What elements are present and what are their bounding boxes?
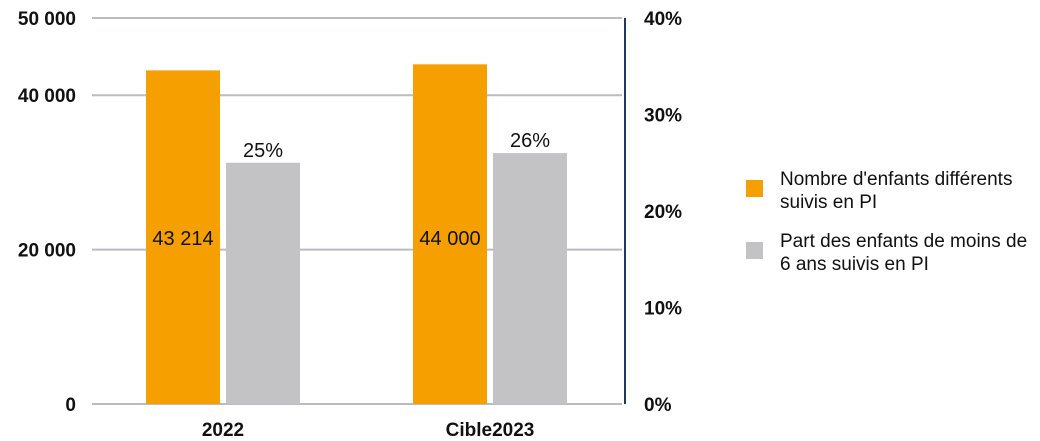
right-tick-label: 0% — [644, 395, 672, 416]
category-labels: 2022 Cible2023 — [202, 420, 535, 441]
left-tick-label: 20 000 — [18, 241, 76, 262]
legend-label-share: Part des enfants de moins de 6 ans suivi… — [780, 231, 1028, 275]
right-tick-label: 10% — [644, 299, 682, 320]
legend-swatch-orange — [746, 180, 763, 197]
bar-count-2022 — [146, 70, 220, 405]
bar-share-Cible2023 — [493, 153, 567, 404]
left-tick-label: 0 — [65, 395, 76, 416]
bar-share-2022 — [226, 162, 300, 404]
right-tick-label: 40% — [644, 9, 682, 30]
left-axis-ticks: 0 20 000 40 000 50 000 — [18, 9, 76, 416]
legend: Nombre d'enfants différents suivis en PI… — [746, 168, 1036, 292]
category-label: 2022 — [202, 420, 244, 441]
left-tick-label: 50 000 — [18, 9, 76, 30]
category-label: Cible2023 — [446, 420, 535, 441]
data-label-share: 26% — [510, 130, 550, 152]
data-label-share: 25% — [243, 140, 283, 162]
right-axis-ticks: 0% 10% 20% 30% 40% — [644, 9, 682, 416]
legend-label-count: Nombre d'enfants différents suivis en PI — [780, 169, 1013, 213]
bar-count-Cible2023 — [413, 64, 487, 404]
left-tick-label: 40 000 — [18, 86, 76, 107]
data-labels: 43 214 25% 44 000 26% — [152, 130, 550, 250]
right-tick-label: 20% — [644, 202, 682, 223]
data-label-count: 43 214 — [152, 228, 213, 250]
bars — [146, 64, 567, 405]
legend-item-share: Part des enfants de moins de 6 ans suivi… — [746, 230, 1036, 276]
legend-swatch-grey — [746, 242, 763, 259]
legend-item-count: Nombre d'enfants différents suivis en PI — [746, 168, 1036, 214]
right-tick-label: 30% — [644, 106, 682, 127]
data-label-count: 44 000 — [419, 228, 480, 250]
